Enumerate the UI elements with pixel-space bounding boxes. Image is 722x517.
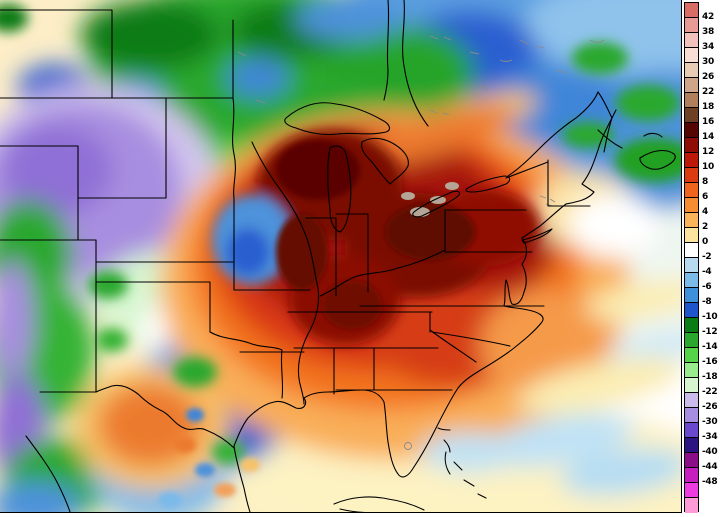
color-scale-tick-label: -16 — [702, 356, 718, 367]
color-scale-tick-label: 22 — [702, 86, 714, 97]
color-scale-tick-label: 10 — [702, 161, 714, 172]
color-scale-segment — [685, 378, 698, 393]
color-scale-segment — [685, 228, 698, 243]
color-scale-tick-label: -2 — [702, 251, 712, 262]
color-scale-segment — [685, 363, 698, 378]
color-scale-segment — [685, 483, 698, 498]
color-scale-tick-label: 18 — [702, 101, 714, 112]
color-scale-segment — [685, 63, 698, 78]
color-scale-tick-label: 6 — [702, 191, 708, 202]
color-scale-tick-label: -22 — [702, 386, 718, 397]
color-scale-segment — [685, 498, 698, 513]
anomaly-field — [0, 0, 681, 512]
color-scale-segment — [685, 408, 698, 423]
color-scale-tick-label: -6 — [702, 281, 712, 292]
color-scale-segment — [685, 438, 698, 453]
color-scale-segment — [685, 318, 698, 333]
color-scale-tick-label: 26 — [702, 71, 714, 82]
color-scale-segment — [685, 183, 698, 198]
color-scale-segment — [685, 138, 698, 153]
color-scale-tick-label: -26 — [702, 401, 718, 412]
color-scale-rail — [684, 2, 699, 513]
color-scale-tick-label: 16 — [702, 116, 714, 127]
color-scale-tick-label: 8 — [702, 176, 708, 187]
color-scale-segment — [685, 108, 698, 123]
color-scale-tick-label: 4 — [702, 206, 708, 217]
color-scale-segment — [685, 333, 698, 348]
color-scale-tick-label: 38 — [702, 26, 714, 37]
color-scale-segment — [685, 93, 698, 108]
color-scale-tick-label: -44 — [702, 461, 718, 472]
color-scale-segment — [685, 348, 698, 363]
color-scale-tick-label: -12 — [702, 326, 718, 337]
color-scale-tick-label: 12 — [702, 146, 714, 157]
color-scale-tick-label: -34 — [702, 431, 718, 442]
color-scale-tick-label: -48 — [702, 476, 718, 487]
color-scale-segment — [685, 48, 698, 63]
color-scale-segment — [685, 213, 698, 228]
boundary-lines — [0, 0, 676, 512]
weather-map-canvas — [0, 0, 682, 513]
color-scale-segment — [685, 453, 698, 468]
color-scale-segment — [685, 3, 698, 18]
color-scale-segment — [685, 288, 698, 303]
color-scale-tick-label: 42 — [702, 11, 714, 22]
color-scale-tick-label: -10 — [702, 311, 718, 322]
color-scale-tick-label: -40 — [702, 446, 718, 457]
color-scale-tick-label: 2 — [702, 221, 708, 232]
anomaly-map-svg — [0, 0, 681, 512]
color-scale-tick-label: 14 — [702, 131, 714, 142]
color-scale-tick-label: -14 — [702, 341, 718, 352]
color-scale-segment — [685, 33, 698, 48]
color-scale-tick-label: 0 — [702, 236, 708, 247]
color-scale-tick-label: -8 — [702, 296, 712, 307]
color-scale-segment — [685, 18, 698, 33]
color-scale-segment — [685, 198, 698, 213]
color-scale-segment — [685, 168, 698, 183]
color-scale-tick-label: -18 — [702, 371, 718, 382]
hydrography-details — [237, 35, 605, 450]
color-scale-segment — [685, 303, 698, 318]
color-scale-tick-label: 34 — [702, 41, 714, 52]
color-scale-legend: 42 38 34 30 26 22 18 16 14 12 10 8 6 4 2 0 -2 -4 -6 -8 -10 -1… — [682, 0, 722, 517]
color-scale-segment — [685, 468, 698, 483]
color-scale-tick-label: 30 — [702, 56, 714, 67]
color-scale-tick-label: -4 — [702, 266, 712, 277]
color-scale-segment — [685, 273, 698, 288]
color-scale-segment — [685, 78, 698, 93]
color-scale-segment — [685, 393, 698, 408]
color-scale-segment — [685, 243, 698, 258]
color-scale-segment — [685, 123, 698, 138]
color-scale-segment — [685, 423, 698, 438]
color-scale-segment — [685, 258, 698, 273]
color-scale-tick-label: -30 — [702, 416, 718, 427]
color-scale-segment — [685, 153, 698, 168]
